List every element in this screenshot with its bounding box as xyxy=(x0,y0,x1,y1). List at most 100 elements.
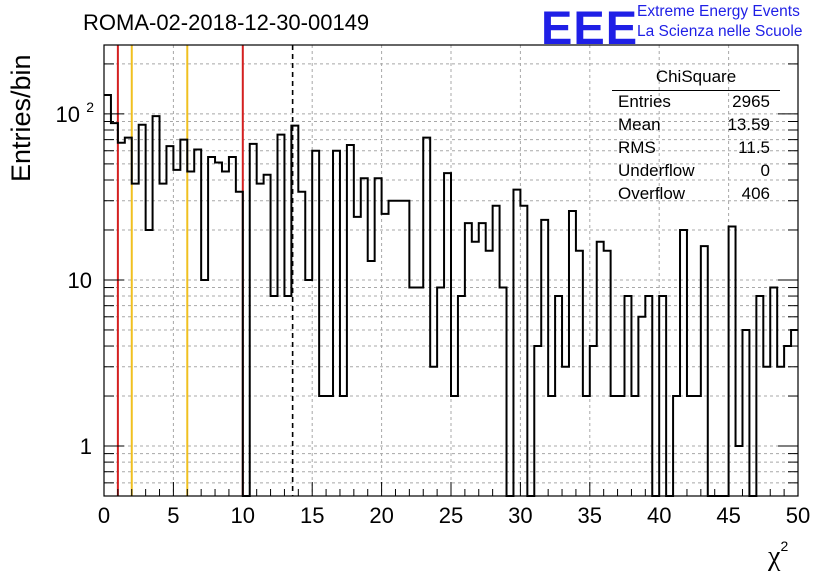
histogram-bin xyxy=(479,223,486,496)
axis-ticks xyxy=(103,63,799,497)
histogram-bin xyxy=(590,346,597,496)
histogram-bin xyxy=(215,162,222,496)
histogram-bin xyxy=(645,296,652,496)
histogram-bin xyxy=(576,251,583,496)
tick-labels: 0 5 10 15 20 25 30 35 40 45 50 1 10 10 2 xyxy=(56,99,811,528)
histogram-bin xyxy=(361,178,368,496)
histogram-bin xyxy=(125,138,132,496)
histogram-bin xyxy=(777,367,784,496)
x-tick-label: 5 xyxy=(167,503,179,528)
histogram xyxy=(104,93,798,497)
x-tick-label: 20 xyxy=(369,503,393,528)
page-title: ROMA-02-2018-12-30-00149 xyxy=(83,10,370,35)
histogram-bin xyxy=(298,192,305,496)
histogram-bin xyxy=(375,178,382,496)
histogram-bin xyxy=(312,151,319,496)
histogram-bin xyxy=(687,396,694,496)
stats-key: Mean xyxy=(618,115,661,134)
logo-line-2: La Scienza nelle Scuole xyxy=(637,23,803,40)
stats-value: 13.59 xyxy=(727,115,770,134)
histogram-bin xyxy=(437,288,444,496)
x-tick-label: 40 xyxy=(647,503,671,528)
histogram-bin xyxy=(104,95,111,496)
histogram-bin xyxy=(465,223,472,496)
histogram-bin xyxy=(694,396,701,496)
histogram-bin xyxy=(382,214,389,496)
histogram-bin xyxy=(659,296,666,496)
histogram-bin xyxy=(132,184,139,496)
histogram-bin xyxy=(444,173,451,496)
x-tick-label: 15 xyxy=(300,503,324,528)
histogram-bin xyxy=(541,220,548,496)
histogram-bin xyxy=(618,396,625,496)
histogram-bin xyxy=(201,280,208,496)
histogram-bin xyxy=(347,145,354,496)
x-axis-label-sup: 2 xyxy=(780,538,789,554)
histogram-bin xyxy=(763,367,770,496)
histogram-bin xyxy=(513,190,520,496)
histogram-bin xyxy=(742,330,749,496)
grid-lines xyxy=(104,45,798,497)
histogram-bin xyxy=(139,125,146,496)
histogram-bin xyxy=(326,396,333,496)
stats-box: ChiSquare Entries 2965 Mean 13.59 RMS 11… xyxy=(612,66,780,210)
histogram-bin xyxy=(409,288,416,496)
x-tick-label: 0 xyxy=(98,503,110,528)
histogram-bin xyxy=(194,150,201,496)
stats-value: 11.5 xyxy=(738,138,770,157)
histogram-bin xyxy=(625,296,632,496)
histogram-bin xyxy=(493,206,500,496)
histogram-bin xyxy=(451,396,458,496)
eee-logo: EEE xyxy=(541,1,639,54)
histogram-bin xyxy=(402,201,409,496)
histogram-outline xyxy=(104,93,798,497)
histogram-bin xyxy=(416,288,423,496)
histogram-bin xyxy=(583,396,590,496)
histogram-bin xyxy=(604,251,611,496)
y-tick-label: 1 xyxy=(80,434,92,459)
x-tick-label: 25 xyxy=(439,503,463,528)
histogram-bin xyxy=(756,296,763,496)
histogram-bin xyxy=(395,201,402,496)
histogram-bin xyxy=(264,175,271,496)
histogram-bin xyxy=(236,192,243,496)
y-tick-label: 10 xyxy=(56,102,80,127)
stats-value: 406 xyxy=(741,184,770,203)
stats-value: 2965 xyxy=(732,92,770,111)
histogram-bin xyxy=(278,135,285,496)
histogram-bin xyxy=(389,201,396,496)
histogram-bin xyxy=(500,288,507,496)
histogram-bin xyxy=(597,242,604,496)
histogram-bin xyxy=(562,367,569,496)
histogram-bin xyxy=(472,242,479,496)
stats-key: Entries xyxy=(618,92,671,111)
histogram-bin xyxy=(333,151,340,496)
histogram-bin xyxy=(291,126,298,496)
histogram-bin xyxy=(305,280,312,496)
x-tick-label: 35 xyxy=(578,503,602,528)
histogram-bin xyxy=(729,226,736,496)
histogram-bin xyxy=(166,146,173,496)
histogram-bin xyxy=(486,251,493,496)
stats-divider xyxy=(612,90,780,91)
histogram-bin xyxy=(673,396,680,496)
histogram-bin xyxy=(173,170,180,496)
histogram-bin xyxy=(770,288,777,496)
histogram-bin xyxy=(611,396,618,496)
x-axis-label-base: χ xyxy=(768,541,781,572)
histogram-bin xyxy=(222,171,229,496)
histogram-bin xyxy=(368,261,375,496)
histogram-bin xyxy=(569,211,576,496)
histogram-bin xyxy=(736,446,743,496)
histogram-bin xyxy=(520,206,527,496)
histogram-bin xyxy=(548,396,555,496)
histogram-bin xyxy=(458,296,465,496)
histogram-bin xyxy=(791,330,798,496)
histogram-bin xyxy=(354,217,361,496)
histogram-bin xyxy=(284,296,291,496)
histogram-bin xyxy=(271,296,278,496)
histogram-bin xyxy=(631,396,638,496)
histogram-bin xyxy=(250,144,257,496)
y-axis-label: Entries/bin xyxy=(6,54,36,182)
